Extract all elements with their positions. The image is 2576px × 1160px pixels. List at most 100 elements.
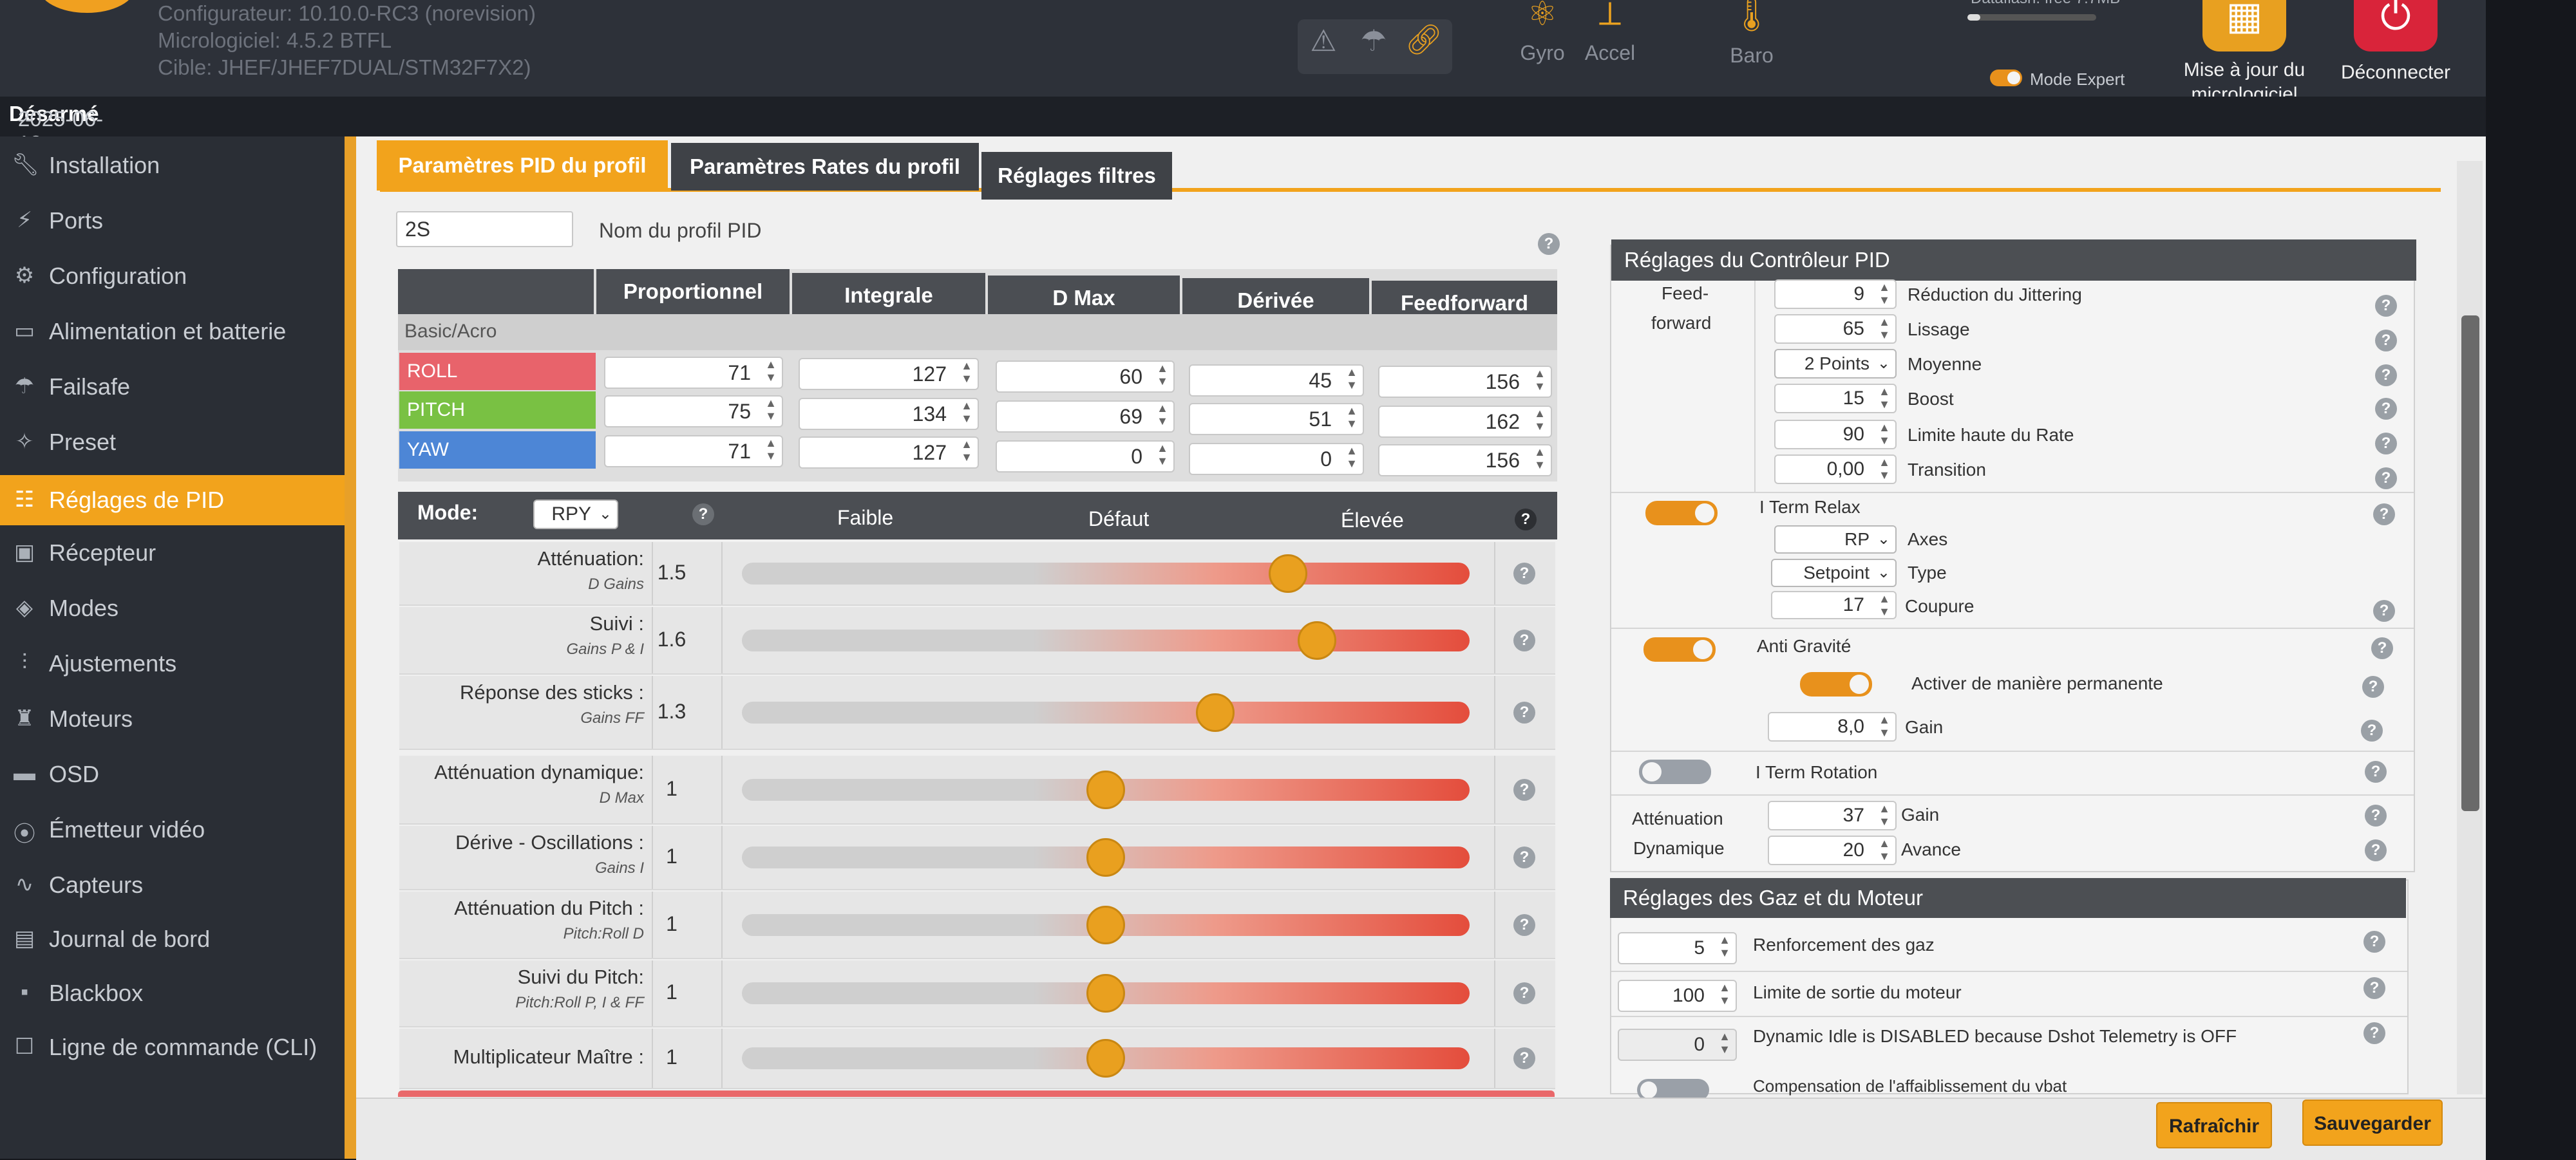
slider-help-icon[interactable]: ? [1513,702,1535,724]
motor-limit-input[interactable]: 100 ▲ ▼ [1618,980,1737,1012]
roll-dmax-input[interactable]: 60 ▲ ▼ [996,360,1175,393]
roll-p-input[interactable]: 71 ▲ ▼ [604,357,783,389]
sidebar-item-configuration[interactable]: ⚙ Configuration [0,254,345,300]
expert-mode-toggle[interactable] [1990,70,2022,86]
spinner-arrows-icon[interactable]: ▲ ▼ [1879,281,1890,306]
spinner-arrows-icon[interactable]: ▲ ▼ [961,438,972,463]
iterm-relax-cutoff-help-icon[interactable]: ? [2373,600,2395,622]
slider-help-icon[interactable]: ? [1513,1047,1535,1069]
anti-gravity-gain-help-icon[interactable]: ? [2361,720,2383,742]
sidebar-item-modes[interactable]: ◈ Modes [0,586,345,632]
disconnect-button[interactable]: ⏻ [2354,0,2438,51]
ff-jitter-input[interactable]: 9 ▲ ▼ [1774,279,1897,309]
roll-i-input[interactable]: 127 ▲ ▼ [799,358,979,390]
ff-smoothing-help-icon[interactable]: ? [2375,330,2397,351]
motor-limit-help-icon[interactable]: ? [2363,977,2385,999]
roll-ff-input[interactable]: 156 ▲ ▼ [1378,366,1552,398]
ff-transition-input[interactable]: 0,00 ▲ ▼ [1774,454,1897,484]
spinner-arrows-icon[interactable]: ▲ ▼ [1879,456,1890,482]
spinner-arrows-icon[interactable]: ▲ ▼ [1157,362,1168,388]
slider-thumb[interactable] [1086,838,1125,877]
spinner-arrows-icon[interactable]: ▲ ▼ [765,397,777,422]
spinner-arrows-icon[interactable]: ▲ ▼ [765,358,777,384]
slider-thumb[interactable] [1086,906,1125,944]
mode-select[interactable]: RPY ⌄ [533,500,618,529]
ff-jitter-help-icon[interactable]: ? [2375,295,2397,317]
sidebar-item-receiver[interactable]: ▣ Récepteur [0,530,345,577]
spinner-arrows-icon[interactable]: ▲ ▼ [1157,442,1168,467]
tab-pid-profile[interactable]: Paramètres PID du profil [377,140,668,191]
dyn-damping-advance-input[interactable]: 20 ▲ ▼ [1768,836,1897,865]
spinner-arrows-icon[interactable]: ▲ ▼ [1879,713,1890,739]
slider-thumb[interactable] [1298,621,1336,660]
pitch-dmax-input[interactable]: 69 ▲ ▼ [996,400,1175,433]
spinner-arrows-icon[interactable]: ▲ ▼ [961,399,972,425]
tab-filters[interactable]: Réglages filtres [981,152,1172,200]
slider-track[interactable] [742,630,1470,651]
anti-gravity-toggle[interactable] [1643,637,1716,662]
roll-d-input[interactable]: 45 ▲ ▼ [1189,364,1364,397]
slider-help-icon[interactable]: ? [1513,982,1535,1004]
sidebar-item-ports[interactable]: ⚡ Ports [0,198,345,245]
sidebar-item-blackbox[interactable]: ▪ Blackbox [0,971,345,1017]
dyn-damping-gain-help-icon[interactable]: ? [2365,805,2387,827]
sidebar-item-osd[interactable]: ▬ OSD [0,752,345,798]
spinner-arrows-icon[interactable]: ▲ ▼ [1879,592,1890,618]
spinner-arrows-icon[interactable]: ▲ ▼ [1879,837,1890,863]
sidebar-item-pid-tuning[interactable]: ☷ Réglages de PID [0,475,345,525]
slider-thumb[interactable] [1086,771,1125,809]
slider-help-icon[interactable]: ? [1513,847,1535,868]
spinner-arrows-icon[interactable]: ▲ ▼ [1879,421,1890,447]
iterm-relax-help-icon[interactable]: ? [2373,503,2395,525]
spinner-arrows-icon[interactable]: ▲ ▼ [1346,404,1358,430]
spinner-arrows-icon[interactable]: ▲ ▼ [765,436,777,462]
anti-gravity-permanent-toggle[interactable] [1800,672,1872,697]
dynamic-idle-input[interactable]: 0 ▲ ▼ [1618,1029,1737,1061]
iterm-relax-toggle[interactable] [1645,501,1718,525]
dyn-damping-gain-input[interactable]: 37 ▲ ▼ [1768,801,1897,830]
slider-header-help-icon[interactable]: ? [1515,509,1537,530]
slider-track[interactable] [742,702,1470,724]
tab-rates-profile[interactable]: Paramètres Rates du profil [671,143,979,191]
sidebar-item-cli[interactable]: ☐ Ligne de commande (CLI) [0,1025,345,1071]
ff-max-rate-input[interactable]: 90 ▲ ▼ [1774,420,1897,449]
spinner-arrows-icon[interactable]: ▲ ▼ [1719,981,1730,1007]
slider-track[interactable] [742,563,1470,585]
update-firmware-button[interactable]: ▦ [2202,0,2286,51]
spinner-arrows-icon[interactable]: ▲ ▼ [1879,802,1890,828]
spinner-arrows-icon[interactable]: ▲ ▼ [1879,385,1890,411]
sidebar-item-installation[interactable]: 🔧︎ Installation [0,143,345,189]
anti-gravity-help-icon[interactable]: ? [2371,637,2393,659]
mode-help-icon[interactable]: ? [692,503,714,525]
yaw-i-input[interactable]: 127 ▲ ▼ [799,436,979,469]
iterm-rotation-toggle[interactable] [1639,760,1711,784]
slider-help-icon[interactable]: ? [1513,563,1535,585]
pitch-i-input[interactable]: 134 ▲ ▼ [799,398,979,430]
profile-name-input[interactable]: 2S [396,211,573,247]
spinner-arrows-icon[interactable]: ▲ ▼ [1534,445,1546,471]
sidebar-item-motors[interactable]: ♜ Moteurs [0,697,345,743]
throttle-boost-help-icon[interactable]: ? [2363,931,2385,953]
slider-thumb[interactable] [1086,1039,1125,1078]
throttle-boost-input[interactable]: 5 ▲ ▼ [1618,932,1737,964]
anti-gravity-permanent-help-icon[interactable]: ? [2362,676,2384,698]
spinner-arrows-icon[interactable]: ▲ ▼ [1346,444,1358,470]
iterm-rotation-help-icon[interactable]: ? [2365,761,2387,783]
spinner-arrows-icon[interactable]: ▲ ▼ [961,359,972,385]
spinner-arrows-icon[interactable]: ▲ ▼ [1719,1030,1730,1056]
spinner-arrows-icon[interactable]: ▲ ▼ [1534,407,1546,433]
spinner-arrows-icon[interactable]: ▲ ▼ [1719,933,1730,959]
pitch-ff-input[interactable]: 162 ▲ ▼ [1378,406,1552,438]
yaw-ff-input[interactable]: 156 ▲ ▼ [1378,444,1552,476]
scrollbar-thumb[interactable] [2461,315,2479,811]
yaw-d-input[interactable]: 0 ▲ ▼ [1189,443,1364,475]
spinner-arrows-icon[interactable]: ▲ ▼ [1534,367,1546,393]
dyn-damping-advance-help-icon[interactable]: ? [2365,839,2387,861]
pitch-p-input[interactable]: 75 ▲ ▼ [604,395,783,427]
sidebar-item-vtx[interactable]: ⦿ Émetteur vidéo [0,807,345,854]
iterm-relax-cutoff-input[interactable]: 17 ▲ ▼ [1771,591,1897,619]
dynamic-idle-help-icon[interactable]: ? [2363,1022,2385,1044]
sidebar-item-adjustments[interactable]: ⫶ Ajustements [0,641,345,688]
vbat-sag-toggle[interactable] [1637,1079,1709,1101]
slider-help-icon[interactable]: ? [1513,779,1535,801]
